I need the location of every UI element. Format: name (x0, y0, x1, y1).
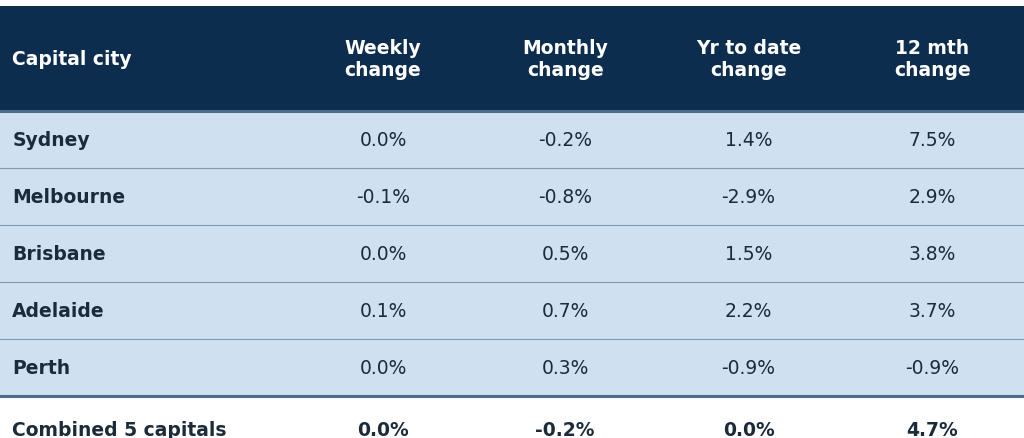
Text: Perth: Perth (12, 358, 71, 377)
Bar (292, 226, 474, 283)
Bar (292, 396, 474, 438)
Bar (841, 339, 1024, 396)
Bar (841, 396, 1024, 438)
Text: 0.0%: 0.0% (723, 420, 774, 438)
Bar (841, 169, 1024, 226)
Text: 0.0%: 0.0% (359, 244, 407, 263)
Text: 2.2%: 2.2% (725, 301, 772, 320)
Bar (0, 7, 292, 112)
Text: Adelaide: Adelaide (12, 301, 104, 320)
Bar (292, 283, 474, 339)
Text: 0.5%: 0.5% (542, 244, 589, 263)
Bar (656, 226, 841, 283)
Text: 3.7%: 3.7% (908, 301, 956, 320)
Text: Sydney: Sydney (12, 131, 90, 150)
Bar (474, 396, 656, 438)
Bar (0, 169, 292, 226)
Bar (0, 396, 292, 438)
Bar (656, 7, 841, 112)
Text: 7.5%: 7.5% (908, 131, 956, 150)
Text: -0.8%: -0.8% (539, 187, 592, 207)
Bar (0, 339, 292, 396)
Text: -0.2%: -0.2% (536, 420, 595, 438)
Text: 1.4%: 1.4% (725, 131, 772, 150)
Bar (474, 7, 656, 112)
Bar (474, 169, 656, 226)
Bar (841, 283, 1024, 339)
Text: 0.1%: 0.1% (359, 301, 407, 320)
Bar (0, 283, 292, 339)
Bar (841, 226, 1024, 283)
Bar (0, 226, 292, 283)
Bar (474, 339, 656, 396)
Text: Combined 5 capitals: Combined 5 capitals (12, 420, 226, 438)
Bar (656, 112, 841, 169)
Bar (841, 7, 1024, 112)
Text: -0.9%: -0.9% (722, 358, 775, 377)
Bar (292, 7, 474, 112)
Text: Brisbane: Brisbane (12, 244, 105, 263)
Text: Melbourne: Melbourne (12, 187, 125, 207)
Text: 3.8%: 3.8% (908, 244, 956, 263)
Text: -0.9%: -0.9% (905, 358, 959, 377)
Bar (292, 112, 474, 169)
Text: -2.9%: -2.9% (722, 187, 775, 207)
Text: Yr to date
change: Yr to date change (696, 39, 801, 80)
Text: 12 mth
change: 12 mth change (894, 39, 971, 80)
Bar (474, 283, 656, 339)
Bar (292, 169, 474, 226)
Text: 2.9%: 2.9% (908, 187, 956, 207)
Bar (292, 339, 474, 396)
Text: 4.7%: 4.7% (906, 420, 958, 438)
Text: 1.5%: 1.5% (725, 244, 772, 263)
Text: 0.3%: 0.3% (542, 358, 589, 377)
Text: 0.0%: 0.0% (359, 358, 407, 377)
Text: -0.1%: -0.1% (356, 187, 410, 207)
Bar (656, 339, 841, 396)
Bar (474, 112, 656, 169)
Text: 0.0%: 0.0% (357, 420, 409, 438)
Text: Weekly
change: Weekly change (345, 39, 421, 80)
Bar (474, 226, 656, 283)
Bar (841, 112, 1024, 169)
Text: Capital city: Capital city (12, 50, 132, 69)
Bar (656, 169, 841, 226)
Bar (656, 396, 841, 438)
Text: 0.7%: 0.7% (542, 301, 589, 320)
Bar (0, 112, 292, 169)
Text: -0.2%: -0.2% (539, 131, 592, 150)
Bar (656, 283, 841, 339)
Text: Monthly
change: Monthly change (522, 39, 608, 80)
Text: 0.0%: 0.0% (359, 131, 407, 150)
